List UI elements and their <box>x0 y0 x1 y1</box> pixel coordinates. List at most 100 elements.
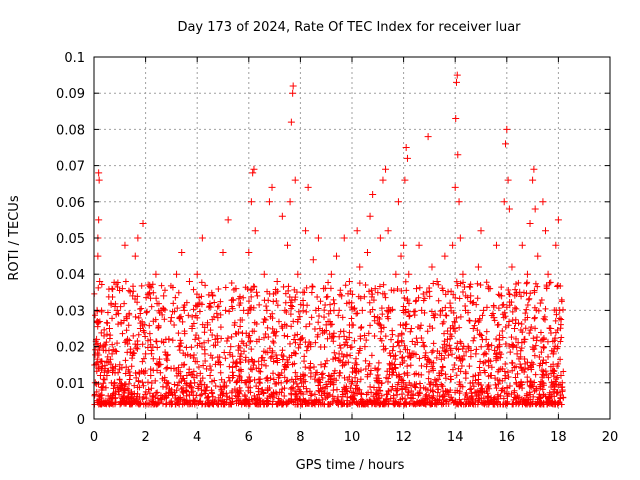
band-marker <box>502 341 509 348</box>
band-marker <box>94 340 101 347</box>
data-point <box>209 292 217 300</box>
band-marker <box>367 383 374 390</box>
band-marker <box>368 389 375 396</box>
band-marker <box>539 386 546 393</box>
data-point <box>139 220 147 228</box>
band-marker <box>387 361 394 368</box>
band-marker <box>341 333 348 340</box>
band-marker <box>334 393 341 400</box>
data-point <box>480 306 488 314</box>
band-marker <box>227 399 234 406</box>
band-marker <box>240 294 247 301</box>
band-marker <box>236 356 243 363</box>
band-marker <box>474 295 481 302</box>
band-marker <box>525 296 532 303</box>
band-marker <box>366 360 373 367</box>
band-marker <box>306 339 313 346</box>
band-marker <box>270 370 277 377</box>
band-marker <box>185 312 192 319</box>
band-marker <box>135 314 142 321</box>
band-marker <box>98 329 105 336</box>
band-marker <box>527 362 534 369</box>
band-marker <box>196 381 203 388</box>
band-marker <box>557 356 564 363</box>
band-marker <box>176 315 183 322</box>
band-marker <box>229 369 236 376</box>
band-marker <box>416 380 423 387</box>
band-marker <box>97 392 104 399</box>
band-marker <box>456 295 463 302</box>
band-marker <box>137 310 144 317</box>
band-marker <box>108 300 115 307</box>
band-marker <box>547 279 554 286</box>
band-marker <box>161 287 168 294</box>
data-point <box>518 241 526 249</box>
band-marker <box>428 394 435 401</box>
band-marker <box>341 374 348 381</box>
data-point <box>446 299 454 307</box>
band-marker <box>424 328 431 335</box>
band-marker <box>405 389 412 396</box>
data-point <box>149 317 157 325</box>
band-marker <box>172 294 179 301</box>
band-marker <box>236 384 243 391</box>
band-marker <box>297 400 304 407</box>
band-marker <box>317 344 324 351</box>
band-marker <box>281 374 288 381</box>
band-marker <box>349 399 356 406</box>
band-marker <box>551 398 558 405</box>
band-marker <box>175 330 182 337</box>
band-marker <box>541 313 548 320</box>
band-marker <box>206 399 213 406</box>
band-marker <box>351 337 358 344</box>
band-marker <box>196 308 203 315</box>
band-marker <box>549 382 556 389</box>
data-point <box>95 216 103 224</box>
band-marker <box>177 394 184 401</box>
band-marker <box>180 304 187 311</box>
band-marker <box>456 388 463 395</box>
band-marker <box>496 349 503 356</box>
band-marker <box>172 392 179 399</box>
band-marker <box>483 279 490 286</box>
band-marker <box>440 397 447 404</box>
band-marker <box>204 383 211 390</box>
band-marker <box>448 288 455 295</box>
band-marker <box>249 357 256 364</box>
band-marker <box>132 341 139 348</box>
band-marker <box>404 369 411 376</box>
data-point <box>260 270 268 278</box>
band-marker <box>481 367 488 374</box>
band-marker <box>314 333 321 340</box>
band-marker <box>97 358 104 365</box>
data-point <box>162 379 170 387</box>
band-marker <box>243 342 250 349</box>
band-marker <box>469 379 476 386</box>
band-marker <box>138 282 145 289</box>
band-marker <box>456 324 463 331</box>
band-marker <box>264 324 271 331</box>
data-point <box>459 270 467 278</box>
data-point <box>263 306 271 314</box>
band-marker <box>504 385 511 392</box>
band-marker <box>522 316 529 323</box>
band-marker <box>292 339 299 346</box>
data-point <box>382 165 390 173</box>
band-marker <box>221 398 228 405</box>
band-marker <box>304 302 311 309</box>
band-marker <box>357 335 364 342</box>
band-marker <box>518 321 525 328</box>
band-marker <box>143 294 150 301</box>
band-marker <box>270 376 277 383</box>
band-marker <box>410 401 417 408</box>
band-marker <box>325 378 332 385</box>
band-marker <box>390 353 397 360</box>
band-marker <box>475 318 482 325</box>
band-marker <box>126 376 133 383</box>
band-marker <box>268 353 275 360</box>
band-marker <box>177 337 184 344</box>
band-marker <box>248 293 255 300</box>
band-marker <box>558 401 565 408</box>
data-point <box>516 288 524 296</box>
band-marker <box>95 284 102 291</box>
